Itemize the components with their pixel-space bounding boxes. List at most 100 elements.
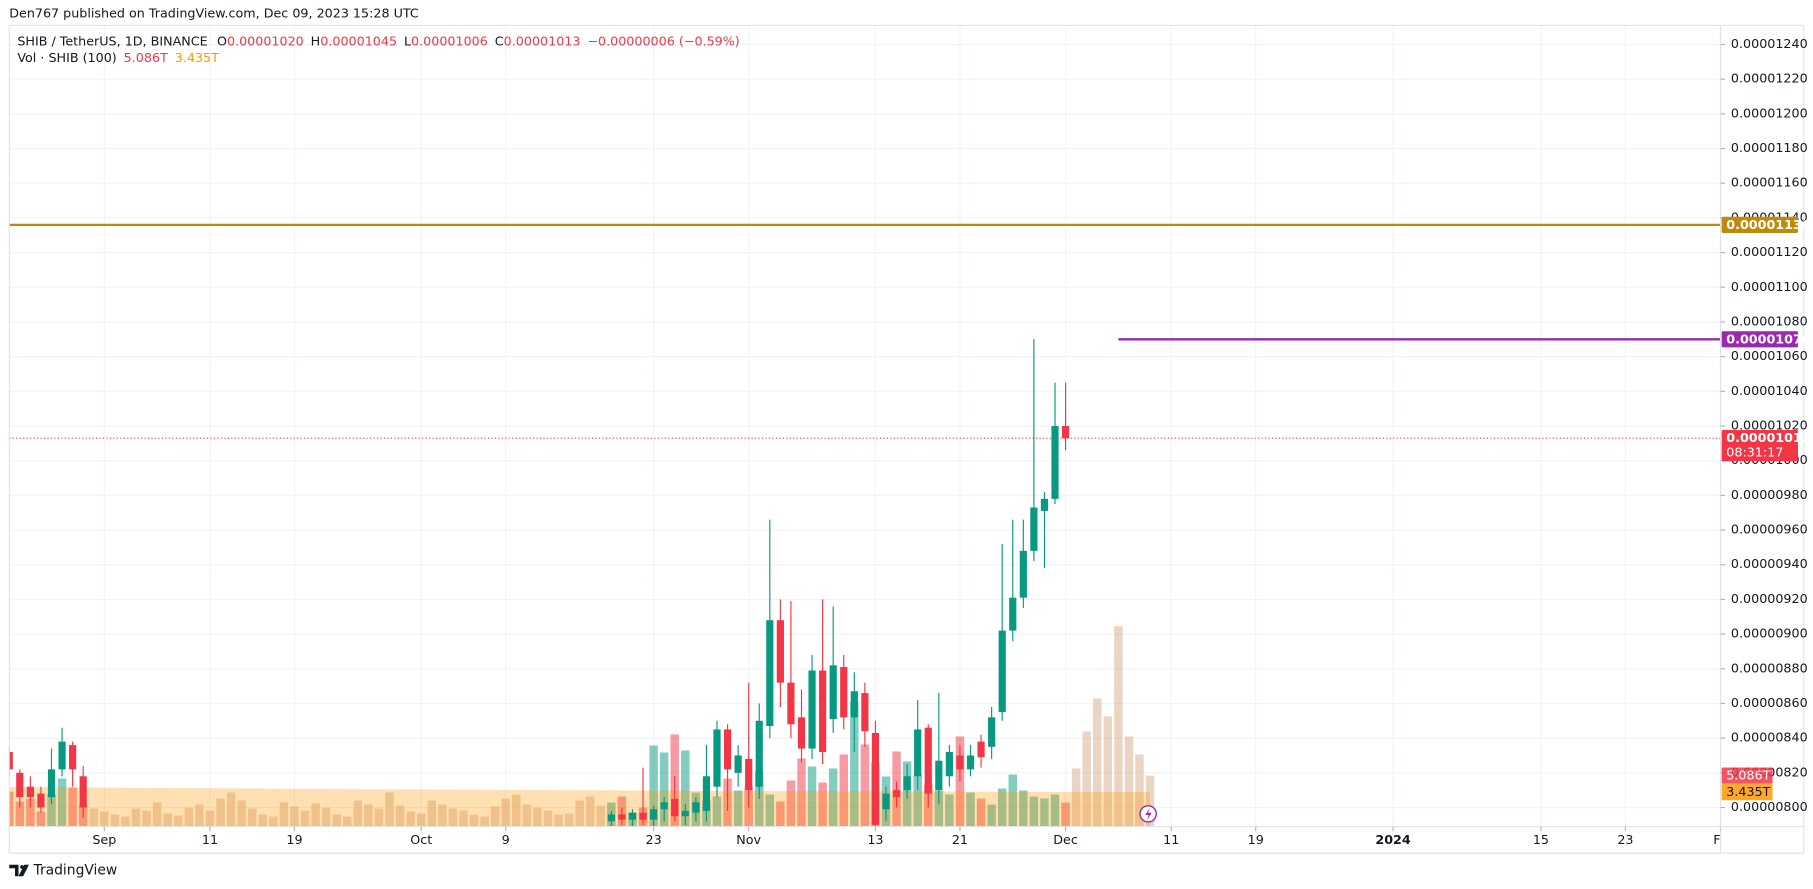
y-tick-label: 0.00000960 bbox=[1731, 522, 1808, 537]
volume-bar bbox=[1093, 698, 1102, 827]
x-tick-label: Fe bbox=[1713, 832, 1728, 847]
volume-bar bbox=[321, 807, 331, 827]
candle-body bbox=[26, 786, 34, 798]
candle-body bbox=[892, 790, 901, 798]
x-tick-label: 2024 bbox=[1375, 832, 1411, 847]
volume-bar bbox=[1008, 774, 1017, 827]
y-tick-label: 0.00001020 bbox=[1731, 418, 1808, 433]
volume-ma-label-box bbox=[1721, 784, 1773, 801]
volume-bar bbox=[955, 736, 965, 827]
volume-bar bbox=[512, 794, 521, 827]
price-label-box bbox=[1721, 216, 1798, 233]
time-axis: Sep 11 19 Oct 9 23 Nov 13 21 Dec 11 19 2024 15 23 Fe bbox=[92, 826, 1728, 847]
volume-bar bbox=[142, 810, 151, 827]
volume-bar bbox=[459, 810, 468, 827]
x-tick-label: 11 bbox=[1163, 832, 1179, 847]
y-tick-label: 0.00001120 bbox=[1731, 244, 1808, 259]
volume-bar bbox=[850, 701, 859, 827]
frame bbox=[8, 24, 1805, 854]
volume-ma-area bbox=[9, 787, 1151, 827]
volume-bar bbox=[659, 752, 669, 827]
volume-bar bbox=[860, 744, 870, 827]
candle-body bbox=[16, 772, 24, 798]
ohlc-key: L bbox=[404, 33, 412, 48]
volume-bar bbox=[121, 816, 130, 827]
volume-bar bbox=[586, 796, 595, 827]
y-tick-label: 0.00001060 bbox=[1731, 348, 1808, 363]
candle-body bbox=[935, 760, 943, 791]
candle-body bbox=[914, 729, 922, 777]
candle-body bbox=[607, 814, 615, 822]
volume-bar bbox=[1114, 626, 1123, 827]
candle-body bbox=[819, 670, 827, 753]
volume-bar bbox=[755, 771, 764, 827]
candle-body bbox=[903, 776, 911, 791]
x-tick-label: Sep bbox=[92, 832, 116, 847]
candle-body bbox=[829, 665, 837, 720]
volume-bar bbox=[290, 806, 299, 827]
volume-bar bbox=[163, 813, 172, 827]
volume-bar bbox=[997, 788, 1007, 827]
candle-body bbox=[945, 752, 953, 777]
candle-body bbox=[924, 727, 932, 794]
candle-body bbox=[1030, 507, 1038, 551]
candle-body bbox=[58, 741, 66, 770]
volume-bar bbox=[332, 814, 341, 827]
volume-bar bbox=[427, 800, 437, 827]
volume-bar bbox=[1019, 790, 1028, 827]
volume-bar bbox=[68, 787, 77, 827]
candle-body bbox=[1009, 597, 1017, 631]
candle-body bbox=[713, 729, 721, 787]
volume-label: 5.086T bbox=[1726, 768, 1770, 783]
candle-body bbox=[977, 741, 985, 758]
x-tick-label: Dec bbox=[1053, 832, 1078, 847]
candle-body bbox=[628, 812, 637, 820]
x-tick-label: 9 bbox=[502, 832, 510, 847]
volume-bar bbox=[712, 796, 722, 827]
candle-body bbox=[850, 691, 858, 718]
volume-bar bbox=[1029, 796, 1039, 827]
candle-body bbox=[1061, 426, 1070, 439]
volume-bar bbox=[15, 801, 25, 827]
candle-body bbox=[808, 670, 816, 749]
x-tick-label: 15 bbox=[1533, 832, 1549, 847]
x-tick-label: 23 bbox=[1617, 832, 1633, 847]
volume-bar bbox=[258, 814, 267, 827]
candle-body bbox=[79, 776, 87, 808]
y-tick-label: 0.00000860 bbox=[1731, 695, 1808, 710]
y-tick-label: 0.00000800 bbox=[1731, 799, 1808, 814]
volume-bar bbox=[395, 805, 405, 827]
volume-bar bbox=[174, 815, 183, 827]
volume-bar bbox=[1071, 768, 1081, 827]
volume-bar bbox=[26, 798, 35, 827]
candle-body bbox=[618, 814, 626, 820]
volume-bar bbox=[247, 808, 257, 827]
volume-legend: Vol · SHIB (100) 5.086T 3.435T bbox=[17, 49, 219, 64]
volume-ma-value: 3.435T bbox=[175, 49, 219, 64]
volume-bar bbox=[89, 808, 98, 827]
price-axis: 0.000008000.000008200.000008400.00000860… bbox=[1720, 36, 1808, 814]
candle-body bbox=[639, 812, 647, 820]
volume-bar bbox=[448, 808, 458, 827]
volume-bar bbox=[807, 766, 817, 827]
x-tick-label: 21 bbox=[952, 832, 968, 847]
ohlc-value: 0.00001006 bbox=[411, 33, 488, 48]
ohlc-value: 0.00001045 bbox=[320, 33, 397, 48]
candle-body bbox=[745, 758, 753, 791]
volume-bar bbox=[131, 808, 141, 827]
volume-bar bbox=[828, 768, 838, 827]
y-tick-label: 0.00001160 bbox=[1731, 175, 1808, 190]
x-tick-label: 13 bbox=[867, 832, 883, 847]
x-tick-label: 23 bbox=[646, 832, 662, 847]
brand: TradingView bbox=[33, 863, 118, 879]
volume-bar bbox=[343, 816, 352, 827]
volume-bar bbox=[987, 804, 996, 827]
volume-bar bbox=[9, 791, 14, 827]
published-note: Den767 published on TradingView.com, Dec… bbox=[9, 5, 419, 20]
volume-bar bbox=[649, 745, 658, 827]
candle-body bbox=[1051, 426, 1059, 499]
y-tick-label: 0.00000940 bbox=[1731, 556, 1808, 571]
volume-bar bbox=[543, 810, 553, 827]
